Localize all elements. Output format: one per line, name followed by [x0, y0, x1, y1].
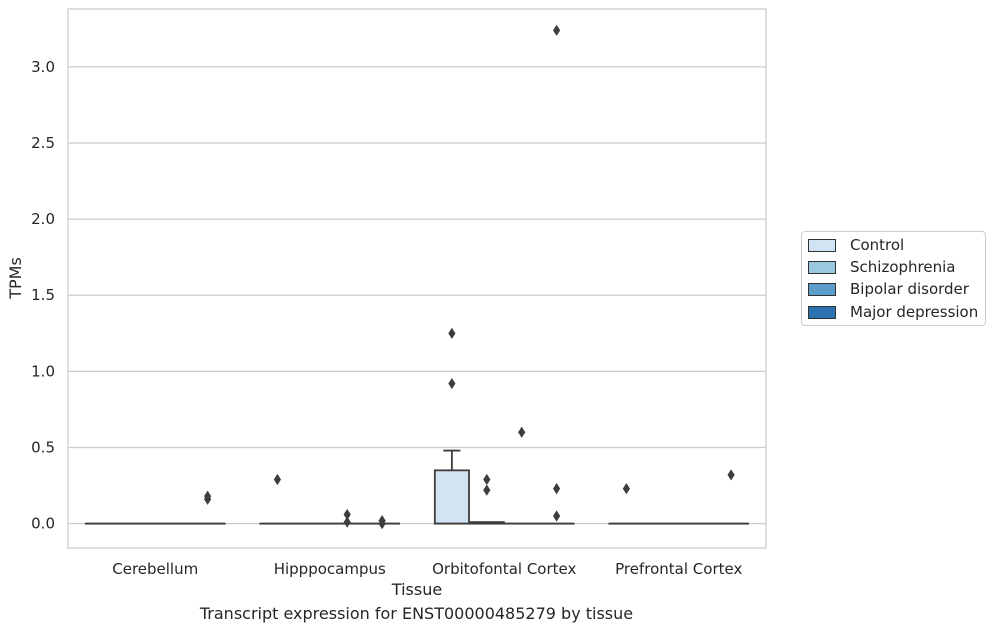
outlier-point	[204, 490, 212, 502]
x-tick-labels: Cerebellum Hipppocampus Orbitofontal Corte…	[112, 560, 742, 578]
x-tick-label-hipppocampus: Hipppocampus	[274, 560, 386, 578]
box-body	[433, 469, 470, 525]
box-control-orbitofontal-cortex	[433, 327, 470, 525]
legend-label-control: Control	[850, 236, 905, 254]
outlier-point	[343, 508, 351, 521]
outlier-point	[273, 473, 281, 486]
outlier-point	[622, 483, 630, 495]
plot-area	[68, 9, 766, 548]
y-tick-labels: 0.0 0.5 1.0 1.5 2.0 2.5 3.0	[31, 58, 55, 533]
legend-item-major-depression: Major depression	[808, 303, 978, 321]
box-marks	[84, 24, 750, 530]
legend-swatch-control	[808, 238, 836, 252]
x-tick-label-prefrontal-cortex: Prefrontal Cortex	[615, 560, 742, 578]
y-axis-label: TPMs	[6, 257, 25, 300]
box-major-depression-prefrontal-cortex	[713, 469, 750, 525]
y-tick-label: 3.0	[31, 58, 55, 76]
outlier-point	[483, 473, 491, 486]
outlier-point	[553, 24, 561, 36]
box-major-depression-cerebellum	[189, 490, 226, 525]
outlier-point	[483, 484, 491, 496]
outlier-point	[448, 327, 456, 339]
outlier-point	[727, 469, 735, 481]
outlier-point	[553, 510, 561, 522]
box-major-depression-orbitofontal-cortex	[538, 24, 575, 525]
legend-swatch-schizophrenia	[808, 260, 836, 274]
outlier-point	[378, 514, 386, 527]
outlier-point	[448, 377, 456, 390]
y-tick-label: 0.5	[31, 439, 55, 457]
x-tick-label-cerebellum: Cerebellum	[112, 560, 198, 578]
plot-frame	[67, 8, 767, 549]
legend-swatch-bipolar-disorder	[808, 282, 836, 296]
legend-label-bipolar-disorder: Bipolar disorder	[850, 280, 969, 298]
y-tick-label: 2.5	[31, 134, 55, 152]
legend-item-schizophrenia: Schizophrenia	[808, 258, 955, 276]
legend: Control Schizophrenia Bipolar disorder M…	[801, 231, 986, 326]
y-tick-label: 1.5	[31, 286, 55, 304]
x-axis-label: Tissue	[391, 580, 442, 599]
chart-title: Transcript expression for ENST0000048527…	[199, 604, 634, 623]
outlier-point	[553, 483, 561, 495]
legend-item-bipolar-disorder: Bipolar disorder	[808, 280, 969, 298]
y-tick-label: 1.0	[31, 362, 55, 380]
legend-label-major-depression: Major depression	[850, 303, 979, 321]
outlier-point	[343, 516, 351, 528]
legend-label-schizophrenia: Schizophrenia	[850, 258, 956, 276]
x-tick-label-orbitofontal-cortex: Orbitofontal Cortex	[432, 560, 576, 578]
box-major-depression-hipppocampus	[364, 514, 401, 530]
y-tick-label: 2.0	[31, 210, 55, 228]
y-tick-label: 0.0	[31, 515, 55, 533]
legend-swatch-major-depression	[808, 305, 836, 319]
legend-item-control: Control	[808, 236, 904, 254]
outlier-point	[518, 426, 526, 438]
